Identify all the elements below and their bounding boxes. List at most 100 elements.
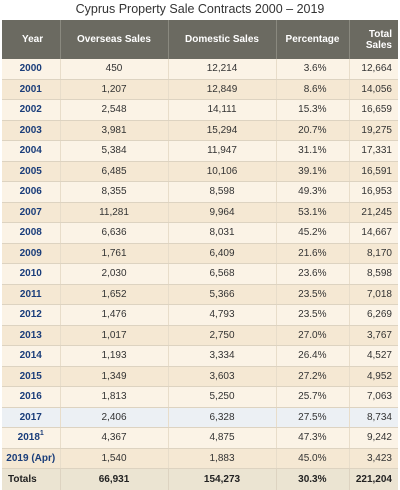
- percentage-cell: 45.2%: [276, 223, 349, 244]
- year-cell: 2007: [2, 202, 60, 223]
- percentage-cell: 26.4%: [276, 346, 349, 367]
- year-cell: 2016: [2, 387, 60, 408]
- domestic-sales-cell: 14,111: [168, 100, 276, 121]
- domestic-sales-cell: 2,750: [168, 325, 276, 346]
- overseas-sales-cell: 1,761: [60, 243, 168, 264]
- year-cell: 2014: [2, 346, 60, 367]
- year-cell: 2003: [2, 120, 60, 141]
- total-sales-cell: 8,170: [349, 243, 398, 264]
- overseas-sales-cell: 8,355: [60, 182, 168, 203]
- header-percentage: Percentage: [276, 20, 349, 59]
- percentage-cell: 39.1%: [276, 161, 349, 182]
- overseas-sales-cell: 11,281: [60, 202, 168, 223]
- year-cell: 2009: [2, 243, 60, 264]
- total-sales-cell: 4,527: [349, 346, 398, 367]
- domestic-sales-cell: 8,598: [168, 182, 276, 203]
- year-cell: 2004: [2, 141, 60, 162]
- domestic-sales-cell: 8,031: [168, 223, 276, 244]
- domestic-sales-cell: 5,250: [168, 387, 276, 408]
- total-sales-cell: 12,664: [349, 59, 398, 79]
- overseas-sales-cell: 1,207: [60, 79, 168, 100]
- domestic-sales-cell: 10,106: [168, 161, 276, 182]
- overseas-sales-cell: 1,652: [60, 284, 168, 305]
- domestic-sales-cell: 6,409: [168, 243, 276, 264]
- domestic-sales-cell: 5,366: [168, 284, 276, 305]
- total-sales-cell: 16,659: [349, 100, 398, 121]
- total-sales-cell: 7,018: [349, 284, 398, 305]
- table-footer: Totals 66,931 154,273 30.3% 221,204: [2, 469, 398, 490]
- percentage-cell: 31.1%: [276, 141, 349, 162]
- total-sales-cell: 3,423: [349, 448, 398, 469]
- year-cell: 2011: [2, 284, 60, 305]
- total-sales-cell: 19,275: [349, 120, 398, 141]
- header-overseas-sales: Overseas Sales: [60, 20, 168, 59]
- overseas-sales-cell: 3,981: [60, 120, 168, 141]
- year-cell: 2012: [2, 305, 60, 326]
- header-total-sales: Total Sales: [349, 20, 398, 59]
- header-total-line2: Sales: [366, 40, 392, 51]
- totals-percentage: 30.3%: [276, 469, 349, 490]
- domestic-sales-cell: 9,964: [168, 202, 276, 223]
- domestic-sales-cell: 6,568: [168, 264, 276, 285]
- percentage-cell: 23.6%: [276, 264, 349, 285]
- totals-domestic: 154,273: [168, 469, 276, 490]
- percentage-cell: 23.5%: [276, 284, 349, 305]
- year-cell: 2002: [2, 100, 60, 121]
- total-sales-cell: 14,056: [349, 79, 398, 100]
- year-cell: 2019 (Apr): [2, 448, 60, 469]
- percentage-cell: 23.5%: [276, 305, 349, 326]
- header-domestic-sales: Domestic Sales: [168, 20, 276, 59]
- year-cell: 2010: [2, 264, 60, 285]
- domestic-sales-cell: 11,947: [168, 141, 276, 162]
- percentage-cell: 27.2%: [276, 366, 349, 387]
- year-cell: 2005: [2, 161, 60, 182]
- overseas-sales-cell: 1,017: [60, 325, 168, 346]
- percentage-cell: 45.0%: [276, 448, 349, 469]
- domestic-sales-cell: 12,849: [168, 79, 276, 100]
- domestic-sales-cell: 1,883: [168, 448, 276, 469]
- percentage-cell: 27.5%: [276, 407, 349, 428]
- overseas-sales-cell: 1,540: [60, 448, 168, 469]
- total-sales-cell: 14,667: [349, 223, 398, 244]
- percentage-cell: 3.6%: [276, 59, 349, 79]
- overseas-sales-cell: 450: [60, 59, 168, 79]
- domestic-sales-cell: 4,793: [168, 305, 276, 326]
- domestic-sales-cell: 3,603: [168, 366, 276, 387]
- year-cell: 2013: [2, 325, 60, 346]
- total-sales-cell: 7,063: [349, 387, 398, 408]
- overseas-sales-cell: 2,548: [60, 100, 168, 121]
- domestic-sales-cell: 6,328: [168, 407, 276, 428]
- overseas-sales-cell: 1,476: [60, 305, 168, 326]
- total-sales-cell: 4,952: [349, 366, 398, 387]
- domestic-sales-cell: 12,214: [168, 59, 276, 79]
- total-sales-cell: 17,331: [349, 141, 398, 162]
- year-cell: 2017: [2, 407, 60, 428]
- overseas-sales-cell: 2,030: [60, 264, 168, 285]
- domestic-sales-cell: 15,294: [168, 120, 276, 141]
- overseas-sales-cell: 1,193: [60, 346, 168, 367]
- overseas-sales-cell: 1,813: [60, 387, 168, 408]
- percentage-cell: 27.0%: [276, 325, 349, 346]
- overseas-sales-cell: 6,636: [60, 223, 168, 244]
- domestic-sales-cell: 3,334: [168, 346, 276, 367]
- overseas-sales-cell: 5,384: [60, 141, 168, 162]
- year-cell: 2006: [2, 182, 60, 203]
- year-cell: 2008: [2, 223, 60, 244]
